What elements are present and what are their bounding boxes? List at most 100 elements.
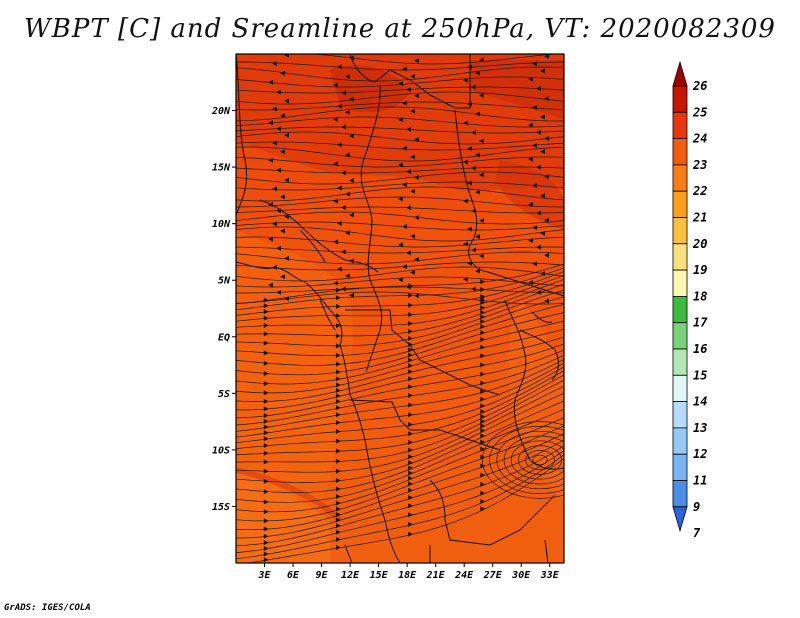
streamline	[236, 445, 564, 547]
streamline-arrow	[335, 295, 341, 301]
streamline-arrow	[408, 422, 414, 428]
streamline-arrow	[408, 302, 414, 308]
streamline-swirl	[503, 435, 564, 485]
colorbar-label: 9	[693, 500, 700, 514]
lat-tick-label: 10S	[212, 445, 230, 456]
streamline-arrow	[414, 175, 419, 181]
lat-tick-label: 5N	[218, 276, 231, 287]
streamline-arrow	[333, 161, 338, 167]
streamline-arrow	[284, 255, 289, 261]
streamline-arrow	[335, 352, 341, 358]
streamline-arrow	[467, 260, 472, 266]
lon-tick-label: 24E	[454, 570, 474, 581]
streamline-arrow	[408, 376, 414, 382]
streamline-arrow	[335, 477, 341, 483]
streamline-arrow	[408, 521, 414, 527]
streamline-arrow	[276, 167, 281, 173]
streamline	[309, 54, 559, 65]
streamline-arrow	[337, 185, 342, 191]
streamline-arrow	[263, 323, 269, 329]
streamline	[236, 450, 564, 553]
streamline-arrow	[341, 249, 346, 255]
streamline-arrow	[532, 105, 537, 111]
cool-region-south	[236, 470, 330, 563]
streamline-arrow	[480, 472, 486, 478]
streamline-arrow	[333, 198, 338, 204]
streamline-arrow	[480, 324, 486, 330]
colorbar-swatch	[672, 85, 688, 113]
lon-tick-label: 6E	[287, 570, 300, 581]
streamline-arrow	[335, 512, 341, 518]
streamline	[236, 263, 564, 305]
streamline-arrow	[337, 64, 342, 70]
streamline-arrow	[335, 517, 341, 523]
streamline-arrow	[480, 344, 486, 350]
streamline	[236, 261, 564, 271]
streamline-arrow	[480, 506, 486, 512]
colorbar-label: 12	[693, 447, 707, 461]
streamline-arrow	[335, 486, 341, 492]
streamline-arrow	[475, 111, 480, 117]
streamline-arrow	[406, 126, 411, 132]
streamline-arrow	[263, 398, 269, 404]
streamline-arrow	[480, 498, 486, 504]
streamline-arrow	[263, 545, 269, 551]
streamline-arrow	[480, 396, 486, 402]
streamline-arrow	[475, 189, 480, 195]
streamline-arrow	[263, 450, 269, 456]
streamline-arrow	[544, 135, 549, 141]
streamline-arrow	[532, 261, 537, 267]
streamline	[236, 370, 564, 449]
streamline-arrow	[263, 499, 269, 505]
streamline-arrow	[335, 448, 341, 454]
streamline-arrow	[414, 58, 419, 64]
streamline-arrow	[263, 303, 269, 309]
colorbar-swatch	[672, 164, 688, 192]
streamline-arrow	[263, 350, 269, 356]
streamline-arrow	[349, 133, 354, 139]
map-title: WBPT [C] and Sreamline at 250hPa, VT: 20…	[24, 14, 776, 44]
streamline-arrow	[410, 154, 415, 160]
streamline-arrow	[471, 247, 476, 253]
streamline-arrow	[406, 87, 411, 93]
streamline	[236, 366, 564, 444]
colorbar-swatch	[672, 427, 688, 455]
streamline	[236, 236, 564, 248]
streamline-arrow	[335, 376, 341, 382]
map-frame	[235, 53, 565, 564]
warm-core-2	[470, 60, 564, 120]
streamline-arrow	[335, 438, 341, 444]
streamline	[236, 206, 564, 214]
streamline-arrow	[263, 360, 269, 366]
streamline	[236, 271, 564, 316]
streamline-arrow	[408, 335, 414, 341]
streamline-arrow	[263, 430, 269, 436]
streamline-arrow	[341, 90, 346, 96]
streamline-arrow	[536, 210, 541, 216]
streamline-arrow	[408, 283, 414, 289]
streamline-arrow	[335, 500, 341, 506]
lon-tick-label: 15E	[370, 570, 389, 581]
streamline	[236, 379, 564, 463]
streamline-arrow	[263, 381, 269, 387]
streamline-swirl	[496, 430, 564, 490]
streamline-arrow	[335, 369, 341, 375]
streamline-arrow	[480, 409, 486, 415]
streamline-arrow	[280, 70, 285, 76]
streamline-arrow	[479, 296, 484, 302]
streamline-arrow	[337, 103, 342, 109]
colorbar-label: 18	[693, 289, 707, 303]
streamline-swirl	[489, 426, 564, 494]
streamline-arrow	[480, 423, 486, 429]
streamline-arrow	[540, 193, 545, 199]
streamline-arrow	[402, 145, 407, 151]
colorbar-label: 26	[692, 79, 707, 93]
streamline	[236, 186, 564, 202]
streamline	[236, 362, 564, 438]
streamline-swirl	[518, 445, 562, 475]
streamline	[236, 374, 564, 456]
grads-credit: GrADS: IGES/COLA	[4, 603, 91, 613]
streamline-arrow	[345, 230, 350, 236]
streamline-arrow	[536, 164, 541, 170]
streamline-arrow	[408, 363, 414, 369]
